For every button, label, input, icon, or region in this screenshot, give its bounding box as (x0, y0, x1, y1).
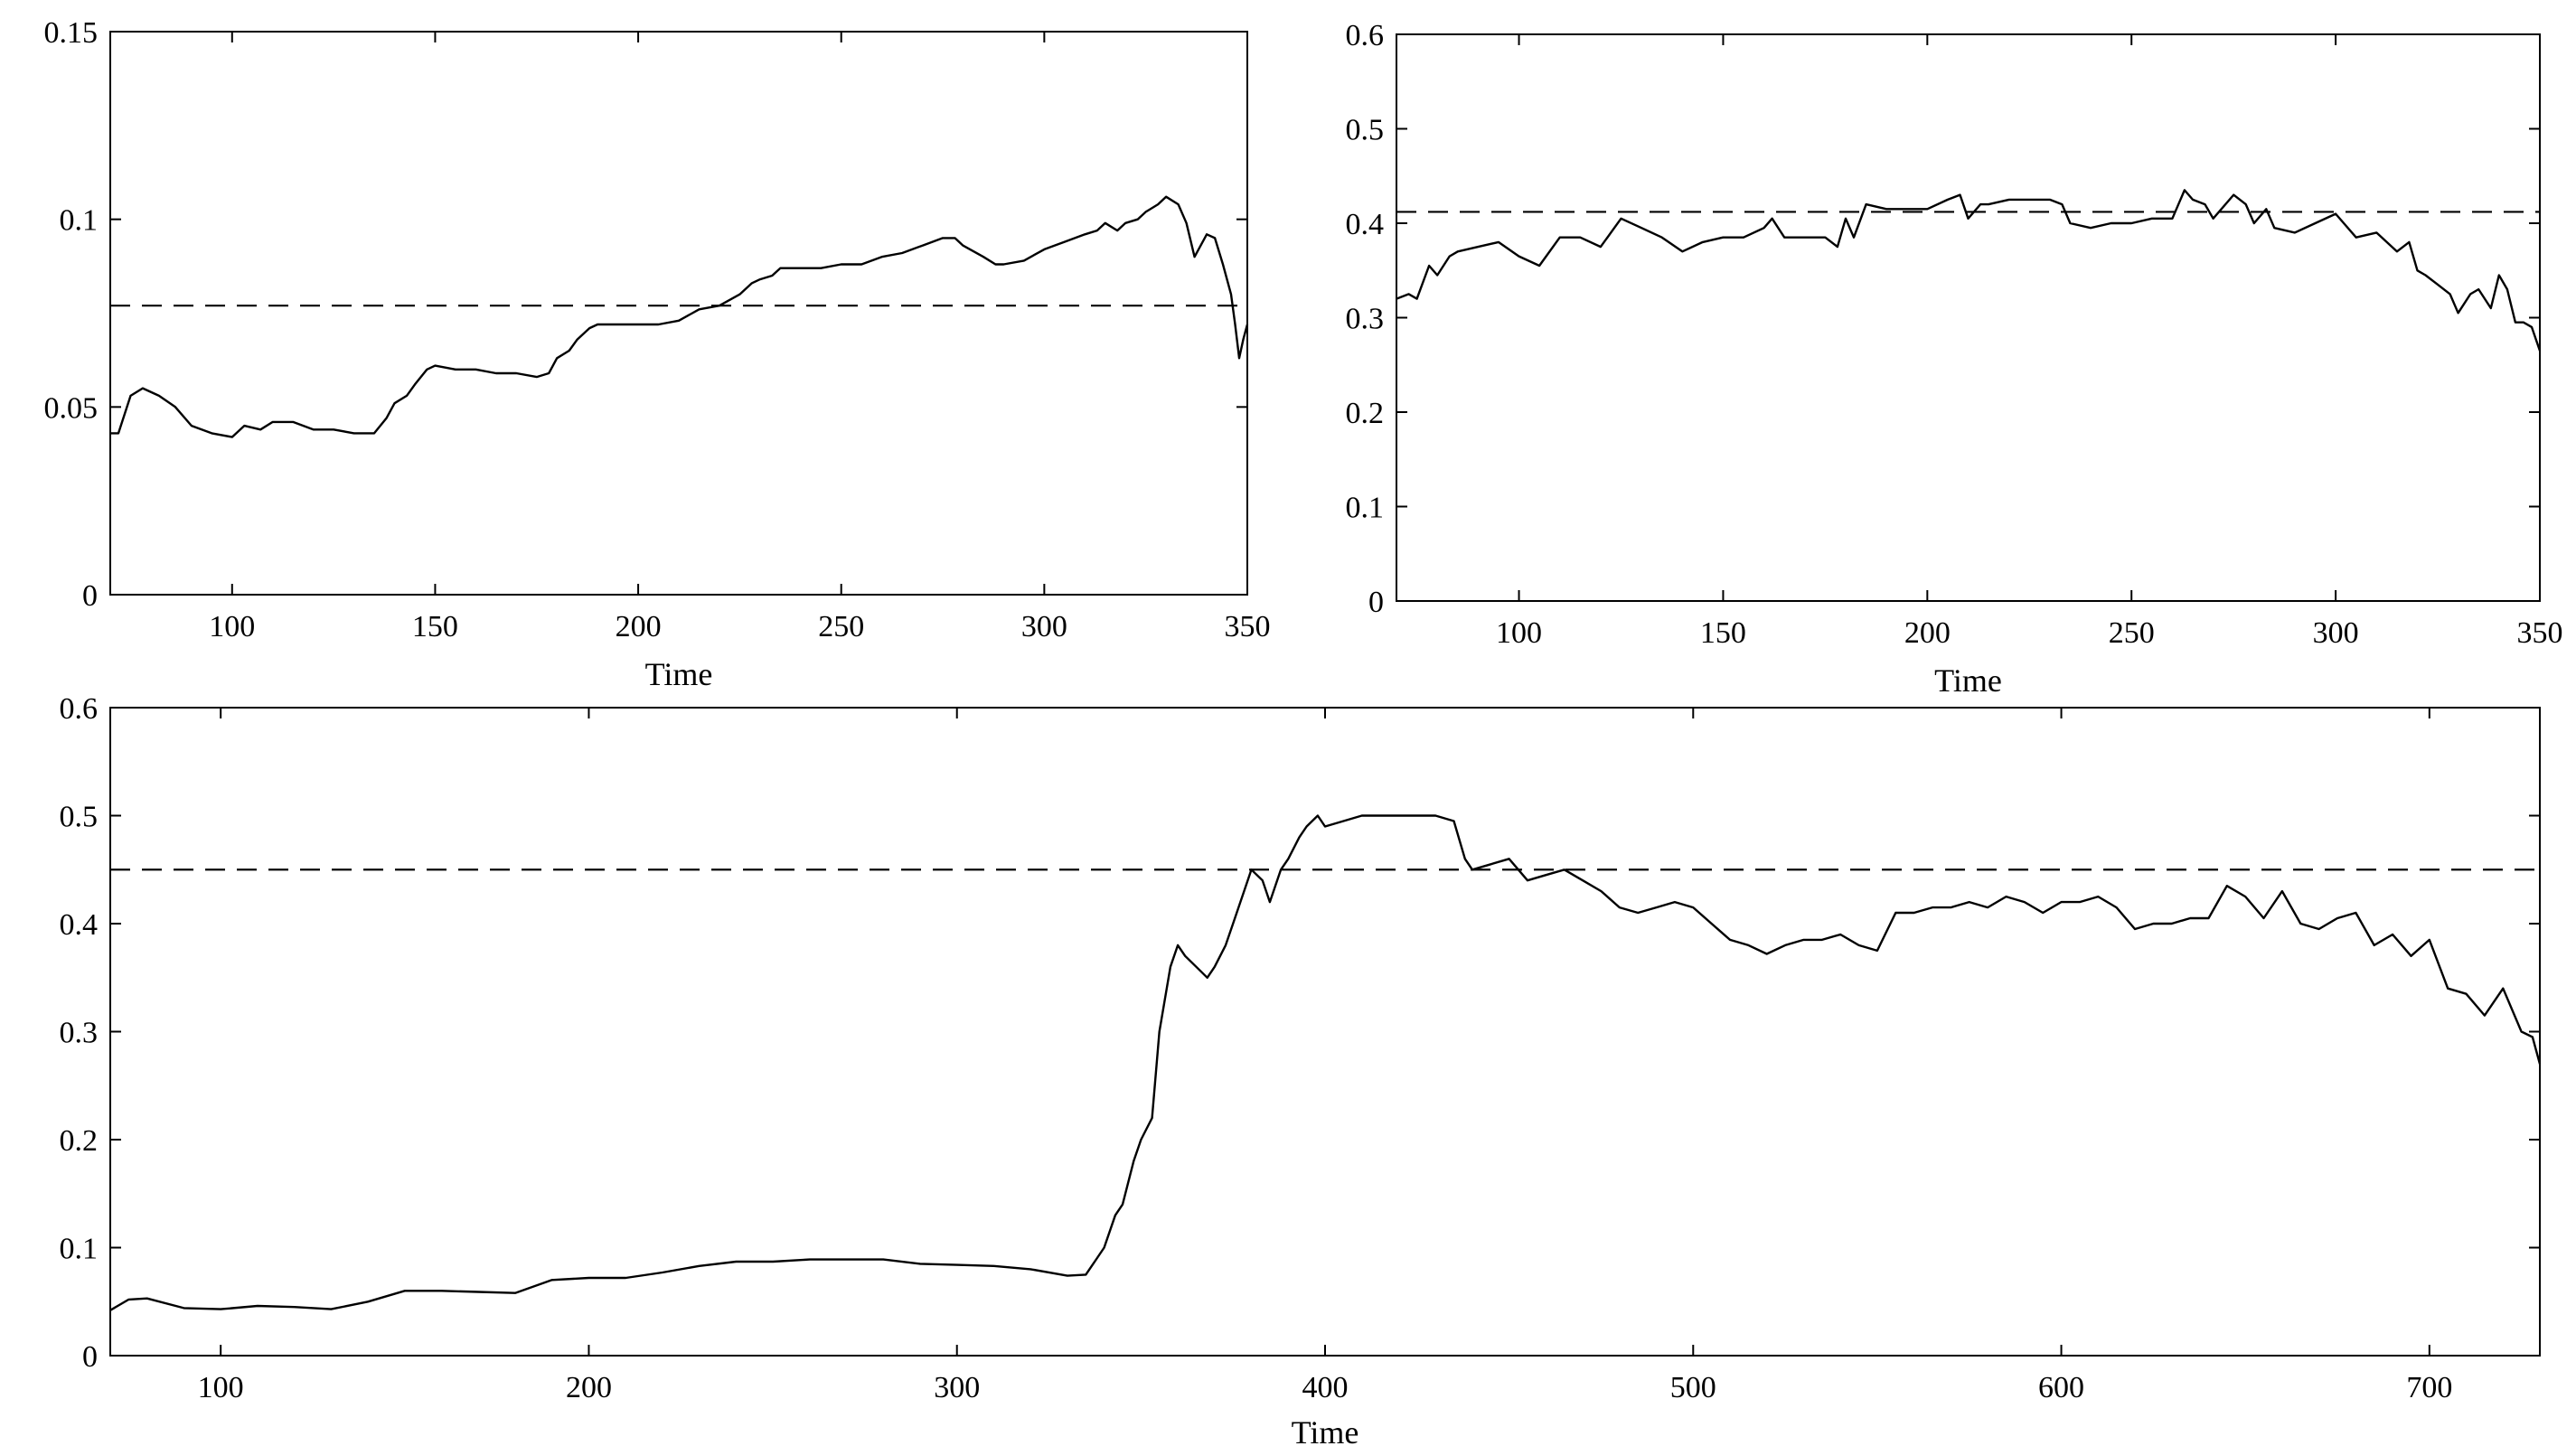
panel-bottom: 100 200 300 400 500 600 700 0 0.1 0.2 0.3 0.4 0.5 0.6… (60, 692, 2542, 1446)
x-tick-label: 150 (412, 610, 458, 643)
x-tick-label: 100 (209, 610, 255, 643)
x-tick-label: 700 (2406, 1371, 2452, 1404)
x-tick-label: 500 (1670, 1371, 1716, 1404)
x-tick-label: 150 (1700, 616, 1746, 650)
y-tick-label: 0.5 (60, 801, 99, 834)
series-line (109, 814, 2542, 1311)
y-tick-label: 0 (82, 1340, 98, 1374)
x-axis-title: Time (1934, 662, 2002, 699)
x-axis-title: Time (645, 656, 713, 692)
y-tick-label: 0.2 (1346, 397, 1385, 430)
y-tick-label: 0.15 (44, 16, 99, 50)
x-tick-label: 350 (2517, 616, 2563, 650)
y-tick-label: 0 (1368, 586, 1384, 619)
panel-top-right: 100 150 200 250 300 350 0 0.1 0.2 0.3 0.4 0.5 0.6 Tim… (1346, 19, 2563, 699)
x-tick-label: 100 (1496, 616, 1542, 650)
x-tick-label: 200 (566, 1371, 612, 1404)
y-tick-label: 0.1 (1346, 492, 1385, 525)
series-line (1396, 189, 2542, 352)
y-tick-label: 0.3 (1346, 303, 1385, 336)
x-tick-label: 250 (2109, 616, 2155, 650)
plot-frame (109, 707, 2541, 1357)
x-tick-label: 600 (2038, 1371, 2084, 1404)
panel-top-left: 100 150 200 250 300 350 0 0.05 0.1 0.15 Time (44, 16, 1271, 692)
y-tick-label: 0.2 (60, 1124, 99, 1158)
plot-frame (109, 31, 1248, 596)
x-tick-label: 300 (2313, 616, 2359, 650)
x-tick-label: 350 (1225, 610, 1271, 643)
y-tick-label: 0.6 (60, 692, 99, 726)
x-tick-label: 100 (198, 1371, 244, 1404)
y-tick-label: 0.6 (1346, 19, 1385, 52)
series-line (110, 195, 1249, 438)
y-tick-label: 0.5 (1346, 114, 1385, 147)
y-tick-label: 0.1 (60, 204, 99, 238)
x-tick-label: 200 (616, 610, 662, 643)
y-tick-label: 0.05 (44, 391, 99, 425)
y-tick-label: 0 (82, 579, 98, 613)
y-tick-label: 0.1 (60, 1233, 99, 1266)
x-tick-label: 300 (934, 1371, 980, 1404)
x-tick-label: 200 (1904, 616, 1951, 650)
x-tick-label: 300 (1021, 610, 1067, 643)
plot-frame (1396, 33, 2541, 602)
y-tick-label: 0.4 (60, 908, 99, 942)
y-tick-label: 0.4 (1346, 208, 1385, 241)
x-axis-title: Time (1292, 1414, 1359, 1446)
x-tick-label: 250 (818, 610, 864, 643)
x-tick-label: 400 (1302, 1371, 1349, 1404)
y-tick-label: 0.3 (60, 1017, 99, 1050)
